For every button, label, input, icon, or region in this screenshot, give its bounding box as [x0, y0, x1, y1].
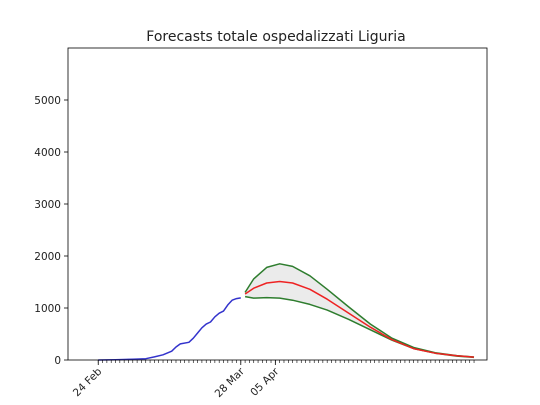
y-tick-label: 3000 [34, 199, 61, 211]
plot-area: 0 1000 2000 3000 4000 5000 24 Feb 28 Mar 05 Apr [34, 47, 488, 400]
series-forecast-line [244, 280, 475, 358]
y-tick-label: 1000 [34, 303, 61, 315]
y-tick-label: 5000 [34, 95, 61, 107]
y-tick-label: 4000 [34, 147, 61, 159]
series-observed-line [98, 297, 241, 361]
axes-frame [67, 47, 488, 361]
y-tick-label: 2000 [34, 251, 61, 263]
series-lower-bound-line [244, 295, 475, 359]
confidence-band [245, 263, 475, 358]
y-tick-label: 0 [54, 355, 61, 367]
x-tick-label: 28 Mar [213, 365, 248, 400]
x-tick-label: 24 Feb [71, 365, 105, 399]
chart-title: Forecasts totale ospedalizzati Liguria [146, 29, 405, 45]
x-tick-label: 05 Apr [248, 365, 282, 399]
